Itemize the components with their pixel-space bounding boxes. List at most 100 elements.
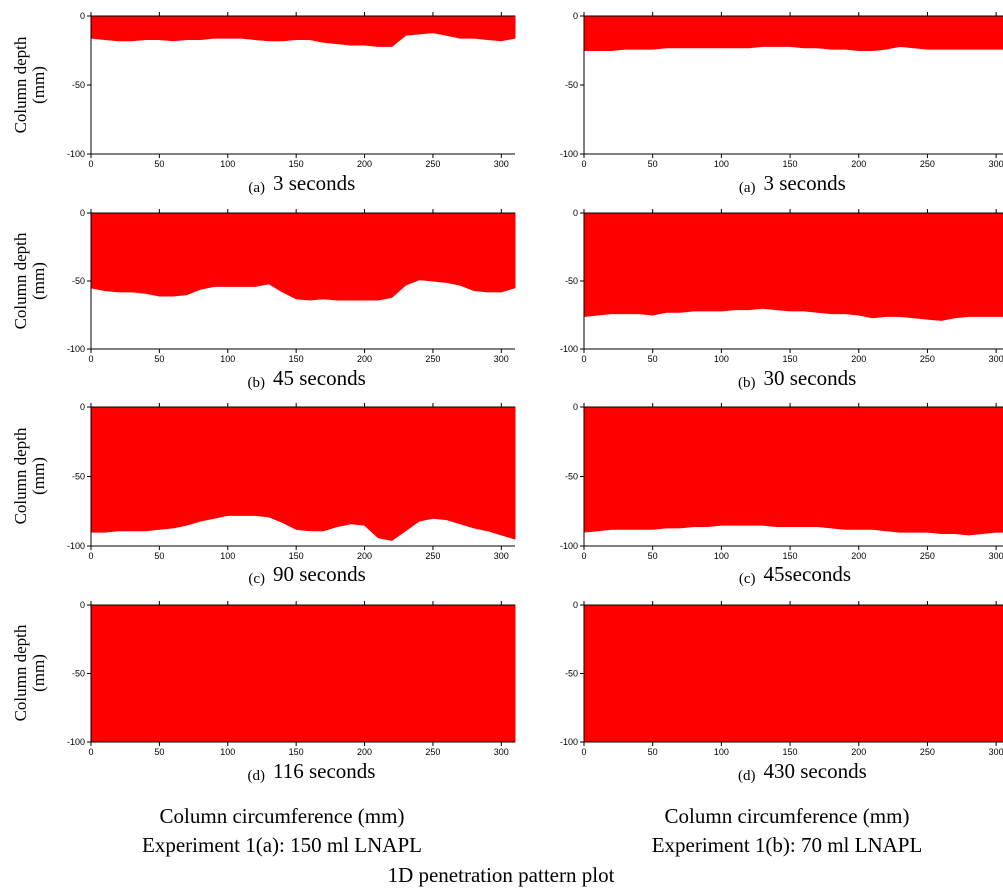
panel-letter: (c) — [248, 571, 265, 587]
panel-letter: (a) — [739, 180, 756, 196]
ylabel-line1: Column depth — [11, 36, 30, 133]
x-tick-label: 0 — [88, 354, 93, 364]
y-tick-label: 0 — [573, 208, 578, 218]
panel-letter: (a) — [248, 180, 265, 196]
y-tick-label: -100 — [67, 541, 85, 551]
x-tick-label: 50 — [154, 159, 164, 169]
x-tick-label: 100 — [714, 354, 729, 364]
x-tick-label: 150 — [783, 159, 798, 169]
lnapl-area — [583, 406, 1003, 536]
lnapl-area — [583, 604, 1003, 743]
y-tick-label: -50 — [565, 80, 578, 90]
y-tick-label: -100 — [67, 344, 85, 354]
panel-time: 45seconds — [764, 562, 852, 586]
y-tick-label: -100 — [67, 149, 85, 159]
x-tick-label: 250 — [425, 159, 440, 169]
y-axis-label: Column depth (mm) — [11, 624, 48, 721]
y-tick-label: 0 — [80, 600, 85, 610]
figure-title: 1D penetration pattern plot — [388, 863, 615, 887]
y-tick-label: 0 — [573, 600, 578, 610]
x-tick-label: 200 — [357, 551, 372, 561]
penetration-panel: 0 50 100 150 200 250 300 0 -50 -100 (a) 3 seconds — [560, 11, 1003, 196]
x-tick-label: 50 — [154, 747, 164, 757]
xlabel-right: Column circumference (mm) — [665, 804, 910, 828]
x-tick-label: 150 — [289, 747, 304, 757]
ylabel-line1: Column depth — [11, 624, 30, 721]
ylabel-line1: Column depth — [11, 427, 30, 524]
x-tick-label: 200 — [357, 747, 372, 757]
lnapl-area — [583, 212, 1003, 321]
penetration-panel: 0 50 100 150 200 250 300 0 -50 -100 (c) 90 seconds — [67, 402, 516, 587]
x-tick-label: 0 — [88, 551, 93, 561]
y-tick-label: -100 — [560, 149, 578, 159]
panel-time: 30 seconds — [764, 366, 857, 390]
x-tick-label: 0 — [88, 159, 93, 169]
x-tick-label: 100 — [220, 354, 235, 364]
x-tick-label: 100 — [714, 159, 729, 169]
x-tick-label: 250 — [920, 747, 935, 757]
x-tick-label: 200 — [851, 747, 866, 757]
panel-time: 45 seconds — [273, 366, 366, 390]
lnapl-area — [90, 604, 516, 743]
panel-letter: (d) — [248, 768, 266, 784]
y-axis-label: Column depth (mm) — [11, 232, 48, 329]
x-tick-label: 300 — [494, 551, 509, 561]
x-tick-label: 200 — [851, 159, 866, 169]
x-tick-label: 0 — [581, 551, 586, 561]
x-tick-label: 200 — [357, 159, 372, 169]
x-tick-label: 50 — [648, 159, 658, 169]
y-tick-label: -100 — [560, 737, 578, 747]
x-tick-label: 250 — [920, 354, 935, 364]
penetration-panel: 0 50 100 150 200 250 300 0 -50 -100 (a) 3 seconds — [67, 11, 516, 196]
ylabel-line2: (mm) — [29, 66, 48, 104]
x-tick-label: 150 — [783, 551, 798, 561]
ylabel-line1: Column depth — [11, 232, 30, 329]
x-tick-label: 300 — [989, 159, 1003, 169]
y-tick-label: -100 — [560, 344, 578, 354]
penetration-panel: 0 50 100 150 200 250 300 0 -50 -100 (d) 116 seconds — [67, 600, 516, 784]
panel-time: 90 seconds — [273, 562, 366, 586]
y-tick-label: -50 — [565, 472, 578, 482]
y-tick-label: -50 — [565, 669, 578, 679]
lnapl-area — [90, 15, 516, 47]
x-tick-label: 300 — [989, 747, 1003, 757]
panel-time: 430 seconds — [764, 759, 867, 783]
x-tick-label: 150 — [289, 159, 304, 169]
x-tick-label: 100 — [714, 747, 729, 757]
panel-time: 3 seconds — [273, 171, 355, 195]
penetration-panel: 0 50 100 150 200 250 300 0 -50 -100 (c) 45seconds — [560, 402, 1003, 587]
y-tick-label: 0 — [80, 11, 85, 21]
x-tick-label: 50 — [648, 551, 658, 561]
x-tick-label: 150 — [289, 354, 304, 364]
x-tick-label: 100 — [220, 747, 235, 757]
x-tick-label: 50 — [648, 747, 658, 757]
x-tick-label: 250 — [425, 747, 440, 757]
y-tick-label: 0 — [573, 11, 578, 21]
y-tick-label: -50 — [72, 472, 85, 482]
ylabel-line2: (mm) — [29, 654, 48, 692]
ylabel-line2: (mm) — [29, 262, 48, 300]
x-tick-label: 150 — [783, 747, 798, 757]
x-tick-label: 0 — [581, 354, 586, 364]
penetration-panel: 0 50 100 150 200 250 300 0 -50 -100 (d) 430 seconds — [560, 600, 1003, 784]
panel-letter: (b) — [248, 375, 266, 391]
x-tick-label: 50 — [154, 354, 164, 364]
y-tick-label: -50 — [565, 276, 578, 286]
x-tick-label: 0 — [88, 747, 93, 757]
y-tick-label: -100 — [67, 737, 85, 747]
x-tick-label: 150 — [289, 551, 304, 561]
y-tick-label: -50 — [72, 276, 85, 286]
ylabel-line2: (mm) — [29, 457, 48, 495]
x-tick-label: 200 — [851, 551, 866, 561]
y-tick-label: 0 — [573, 402, 578, 412]
x-tick-label: 100 — [220, 551, 235, 561]
x-tick-label: 250 — [425, 354, 440, 364]
x-tick-label: 300 — [494, 354, 509, 364]
y-tick-label: -50 — [72, 669, 85, 679]
x-tick-label: 0 — [581, 159, 586, 169]
y-tick-label: -50 — [72, 80, 85, 90]
x-tick-label: 50 — [154, 551, 164, 561]
x-tick-label: 50 — [648, 354, 658, 364]
penetration-panel: 0 50 100 150 200 250 300 0 -50 -100 (b) 30 seconds — [560, 208, 1003, 391]
x-tick-label: 100 — [220, 159, 235, 169]
